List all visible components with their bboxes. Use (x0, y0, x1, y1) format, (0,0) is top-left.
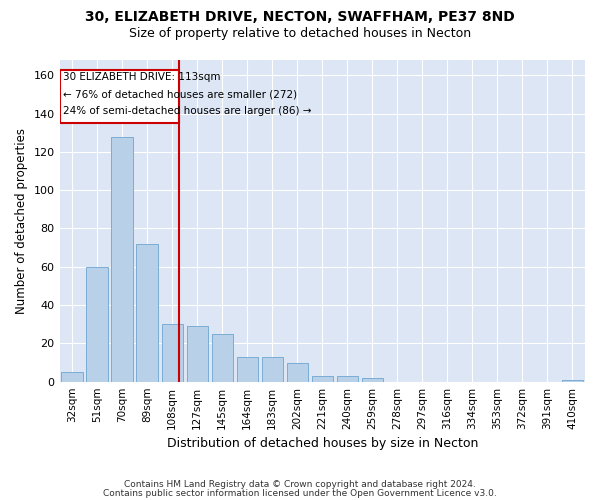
Bar (337, 376, 358, 382)
Bar (562, 380, 583, 382)
Bar (161, 324, 183, 382)
Bar (362, 378, 383, 382)
Text: 30, ELIZABETH DRIVE, NECTON, SWAFFHAM, PE37 8ND: 30, ELIZABETH DRIVE, NECTON, SWAFFHAM, P… (85, 10, 515, 24)
Bar (262, 357, 283, 382)
Bar (136, 244, 158, 382)
Bar (311, 376, 333, 382)
Bar (86, 267, 108, 382)
Bar (236, 357, 258, 382)
Bar (61, 372, 83, 382)
Text: ← 76% of detached houses are smaller (272): ← 76% of detached houses are smaller (27… (63, 89, 298, 99)
Bar (112, 136, 133, 382)
Bar (287, 362, 308, 382)
Text: 24% of semi-detached houses are larger (86) →: 24% of semi-detached houses are larger (… (63, 106, 312, 116)
Text: Size of property relative to detached houses in Necton: Size of property relative to detached ho… (129, 28, 471, 40)
Y-axis label: Number of detached properties: Number of detached properties (15, 128, 28, 314)
X-axis label: Distribution of detached houses by size in Necton: Distribution of detached houses by size … (167, 437, 478, 450)
Bar (212, 334, 233, 382)
FancyBboxPatch shape (59, 70, 179, 123)
Text: Contains public sector information licensed under the Open Government Licence v3: Contains public sector information licen… (103, 488, 497, 498)
Text: 30 ELIZABETH DRIVE: 113sqm: 30 ELIZABETH DRIVE: 113sqm (63, 72, 221, 83)
Bar (187, 326, 208, 382)
Text: Contains HM Land Registry data © Crown copyright and database right 2024.: Contains HM Land Registry data © Crown c… (124, 480, 476, 489)
